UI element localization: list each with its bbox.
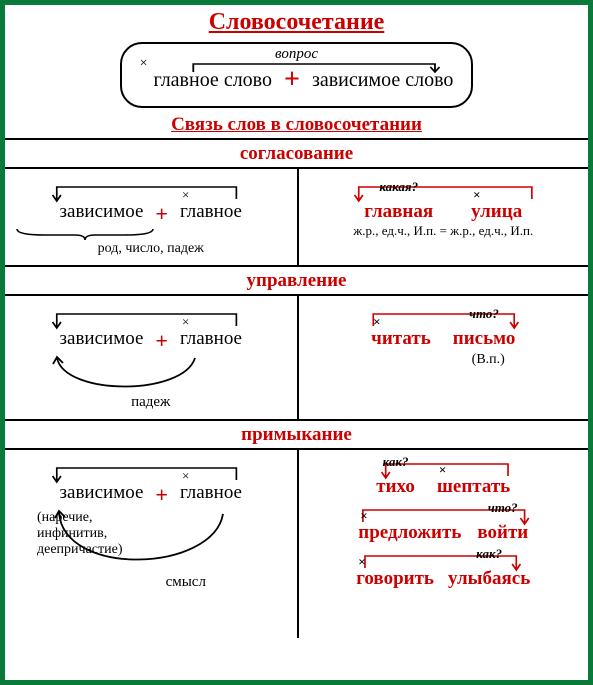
example-word-1: × говорить [356, 568, 434, 590]
schema: зависимое + × главное [15, 458, 287, 508]
upravlenie-right: × читать что? письмо (В.п.) [297, 296, 589, 419]
arrow-icon [15, 181, 287, 203]
soglasovanie-header: согласование [5, 140, 588, 167]
example: какая? главная × улица [309, 177, 579, 223]
question-label: как? [476, 546, 502, 562]
arrow-icon [309, 181, 579, 203]
main-word-text: главное [180, 328, 242, 349]
example-3: × говорить как? улыбаясь [309, 546, 579, 590]
example-2: × предложить что? войти [309, 500, 579, 544]
x-mark: × [360, 508, 367, 524]
gram1: ж.р., ед.ч., И.п. [353, 223, 436, 238]
case-label: (В.п.) [309, 352, 579, 368]
example: × читать что? письмо [309, 304, 579, 350]
curved-arrow-icon [15, 354, 287, 398]
question-label: что? [469, 306, 499, 322]
upravlenie-left: зависимое + × главное падеж [5, 296, 297, 419]
sense-note: смысл [15, 574, 287, 591]
example-word-2: что? войти [477, 522, 528, 544]
primykanie-right: как? тихо × шептать × предложить [297, 450, 589, 638]
dep-word: зависимое [60, 328, 144, 350]
question-label: что? [488, 500, 518, 516]
main-word: × главное [180, 201, 242, 223]
main-schema-row: вопрос × главное слово + зависимое слово [5, 40, 588, 114]
arrow-main [191, 62, 442, 72]
example-word-1: × предложить [358, 522, 461, 544]
soglasovanie-right: какая? главная × улица ж.р., ед.ч., И.п.… [297, 169, 589, 265]
word-text: тихо [376, 476, 415, 497]
case-note: падеж [15, 394, 287, 411]
diagram-frame: Словосочетание вопрос × главное слово + … [0, 0, 593, 685]
eq: = [440, 223, 447, 238]
example-word-2: × шептать [437, 476, 510, 498]
x-mark: × [182, 187, 189, 203]
main-word-text: главное [180, 482, 242, 503]
main-word-text: главное [180, 201, 242, 222]
word-text: шептать [437, 476, 510, 497]
arrow-icon [309, 550, 579, 572]
subtitle: Связь слов в словосочетании [5, 114, 588, 138]
x-mark: × [182, 314, 189, 330]
upravlenie-header: управление [5, 267, 588, 294]
x-mark: × [140, 56, 148, 72]
dep-word: зависимое [60, 482, 144, 504]
example-word-2: что? письмо [453, 328, 516, 350]
question-label: вопрос [275, 46, 318, 63]
word-text: улица [471, 201, 522, 222]
primykanie-row: зависимое + × главное (наречие, инфинити… [5, 448, 588, 638]
x-mark: × [473, 187, 480, 203]
plus-sign: + [155, 482, 168, 508]
word-text: письмо [453, 328, 516, 349]
x-mark: × [182, 468, 189, 484]
soglasovanie-row: зависимое + × главное род, число, падеж [5, 167, 588, 265]
example-word-1: как? тихо [376, 476, 415, 498]
question-label: какая? [379, 179, 418, 195]
plus-sign: + [155, 328, 168, 354]
word-text: читать [371, 328, 431, 349]
agreement-note: род, число, падеж [15, 241, 287, 257]
grammar-line: ж.р., ед.ч., И.п. = ж.р., ед.ч., И.п. [309, 223, 579, 239]
plus-sign: + [155, 201, 168, 227]
word-text: войти [477, 522, 528, 543]
example-word-1: × читать [371, 328, 431, 350]
arrow-icon [309, 308, 579, 330]
dep-word: зависимое [60, 201, 144, 223]
main-title: Словосочетание [5, 5, 588, 40]
example-word-2: × улица [471, 201, 522, 223]
word-text: предложить [358, 522, 461, 543]
gram2: ж.р., ед.ч., И.п. [450, 223, 533, 238]
example-1: как? тихо × шептать [309, 454, 579, 498]
example-word-2: как? улыбаясь [448, 568, 530, 590]
main-schema-box: вопрос × главное слово + зависимое слово [120, 42, 474, 108]
soglasovanie-left: зависимое + × главное род, число, падеж [5, 169, 297, 265]
example-word-1: какая? главная [364, 201, 433, 223]
x-mark: × [373, 314, 380, 330]
arrow-icon [191, 62, 442, 74]
primykanie-header: примыкание [5, 421, 588, 448]
word-text: главная [364, 201, 433, 222]
schema: зависимое + × главное [15, 304, 287, 354]
upravlenie-row: зависимое + × главное падеж [5, 294, 588, 419]
arrow-icon [15, 308, 287, 330]
brace-icon [15, 227, 287, 239]
main-word: × главное [180, 482, 242, 504]
question-label: как? [383, 454, 409, 470]
x-mark: × [439, 462, 446, 478]
word-text: говорить [356, 568, 434, 589]
word-text: улыбаясь [448, 568, 530, 589]
main-word: × главное [180, 328, 242, 350]
primykanie-left: зависимое + × главное (наречие, инфинити… [5, 450, 297, 638]
x-mark: × [358, 554, 365, 570]
arrow-icon [15, 462, 287, 484]
schema: зависимое + × главное [15, 177, 287, 227]
